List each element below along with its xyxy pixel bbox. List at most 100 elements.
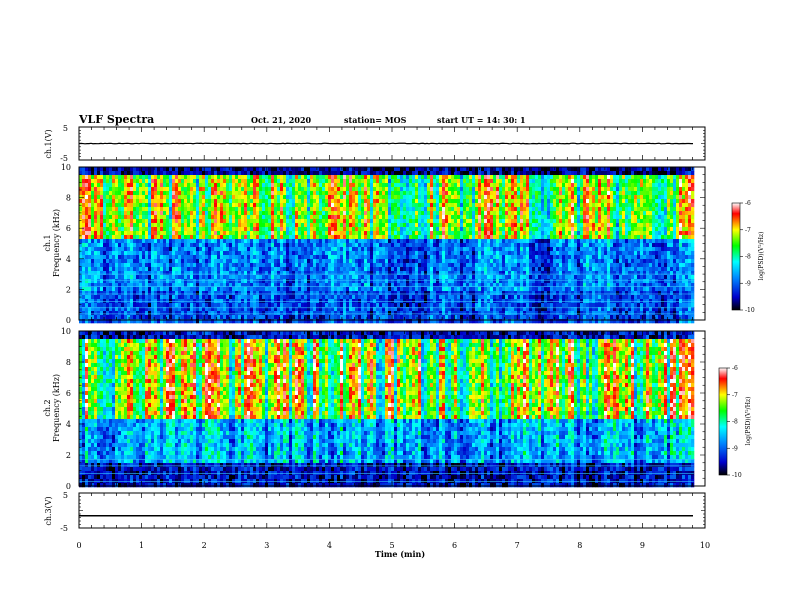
spectrogram-cell xyxy=(262,215,265,219)
spectrogram-cell xyxy=(163,235,166,239)
spectrogram-cell xyxy=(199,195,202,199)
spectrogram-cell xyxy=(253,271,256,275)
spectrogram-cell xyxy=(244,235,247,239)
spectrogram-cell xyxy=(145,171,148,175)
spectrogram-cell xyxy=(103,315,106,319)
spectrogram-cell xyxy=(268,227,271,231)
spectrogram-cell xyxy=(283,247,286,251)
spectrogram-cell xyxy=(100,239,103,243)
spectrogram-cell xyxy=(88,167,91,171)
spectrogram-cell xyxy=(274,267,277,271)
spectrogram-cell xyxy=(223,207,226,211)
spectrogram-cell xyxy=(283,271,286,275)
spectrogram-cell xyxy=(166,183,169,187)
spectrogram-cell xyxy=(322,215,325,219)
spectrogram-cell xyxy=(82,271,85,275)
spectrogram-cell xyxy=(115,235,118,239)
spectrogram-cell xyxy=(310,195,313,199)
spectrogram-cell xyxy=(292,207,295,211)
spectrogram-cell xyxy=(220,251,223,255)
spectrogram-cell xyxy=(88,207,91,211)
spectrogram-cell xyxy=(145,291,148,295)
spectrogram-cell xyxy=(232,211,235,215)
spectrogram-cell xyxy=(115,287,118,291)
spectrogram-cell xyxy=(214,295,217,299)
spectrogram-cell xyxy=(193,203,196,207)
spectrogram-cell xyxy=(88,191,91,195)
spectrogram-cell xyxy=(319,183,322,187)
spectrogram-cell xyxy=(283,191,286,195)
spectrogram-cell xyxy=(172,191,175,195)
spectrogram-cell xyxy=(283,215,286,219)
spectrogram-cell xyxy=(106,279,109,283)
spectrogram-cell xyxy=(106,287,109,291)
spectrogram-cell xyxy=(130,179,133,183)
spectrogram-cell xyxy=(244,275,247,279)
spectrogram-cell xyxy=(280,187,283,191)
spectrogram-cell xyxy=(226,303,229,307)
spectrogram-cell xyxy=(319,255,322,259)
spectrogram-cell xyxy=(94,183,97,187)
spectrogram-cell xyxy=(286,191,289,195)
spectrogram-cell xyxy=(160,303,163,307)
spectrogram-cell xyxy=(175,295,178,299)
spectrogram-cell xyxy=(202,263,205,267)
spectrogram-cell xyxy=(202,303,205,307)
spectrogram-cell xyxy=(301,247,304,251)
spectrogram-cell xyxy=(115,279,118,283)
spectrogram-cell xyxy=(301,275,304,279)
spectrogram-cell xyxy=(283,203,286,207)
spectrogram-cell xyxy=(142,263,145,267)
spectrogram-cell xyxy=(322,311,325,315)
spectrogram-cell xyxy=(139,291,142,295)
spectrogram-cell xyxy=(253,259,256,263)
spectrogram-cell xyxy=(319,299,322,303)
spectrogram-cell xyxy=(91,215,94,219)
spectrogram-cell xyxy=(235,259,238,263)
spectrogram-cell xyxy=(250,183,253,187)
spectrogram-cell xyxy=(238,291,241,295)
spectrogram-cell xyxy=(202,223,205,227)
spectrogram-cell xyxy=(277,195,280,199)
spectrogram-cell xyxy=(196,175,199,179)
spectrogram-cell xyxy=(130,291,133,295)
spectrogram-cell xyxy=(313,263,316,267)
spectrogram-cell xyxy=(139,271,142,275)
spectrogram-cell xyxy=(181,243,184,247)
spectrogram-cell xyxy=(247,203,250,207)
spectrogram-cell xyxy=(217,291,220,295)
spectrogram-cell xyxy=(82,183,85,187)
spectrogram-cell xyxy=(217,195,220,199)
spectrogram-cell xyxy=(118,255,121,259)
spectrogram-cell xyxy=(259,195,262,199)
spectrogram-cell xyxy=(178,215,181,219)
spectrogram-cell xyxy=(151,299,154,303)
spectrogram-cell xyxy=(106,243,109,247)
spectrogram-cell xyxy=(322,207,325,211)
spectrogram-cell xyxy=(304,231,307,235)
spectrogram-cell xyxy=(325,251,328,255)
spectrogram-cell xyxy=(145,255,148,259)
spectrogram-cell xyxy=(217,199,220,203)
spectrogram-cell xyxy=(316,247,319,251)
spectrogram-cell xyxy=(220,239,223,243)
spectrogram-cell xyxy=(229,203,232,207)
spectrogram-cell xyxy=(202,247,205,251)
spectrogram-cell xyxy=(175,191,178,195)
spectrogram-cell xyxy=(247,187,250,191)
spectrogram-cell xyxy=(139,227,142,231)
spectrogram-cell xyxy=(250,247,253,251)
spectrogram-cell xyxy=(190,187,193,191)
spectrogram-cell xyxy=(325,259,328,263)
spectrogram-cell xyxy=(109,255,112,259)
spectrogram-cell xyxy=(289,279,292,283)
spectrogram-cell xyxy=(112,251,115,255)
spectrogram-cell xyxy=(217,299,220,303)
spectrogram-cell xyxy=(145,287,148,291)
spectrogram-cell xyxy=(94,231,97,235)
spectrogram-cell xyxy=(253,239,256,243)
spectrogram-cell xyxy=(301,291,304,295)
spectrogram-cell xyxy=(211,167,214,171)
spectrogram-cell xyxy=(274,279,277,283)
spectrogram-cell xyxy=(214,263,217,267)
